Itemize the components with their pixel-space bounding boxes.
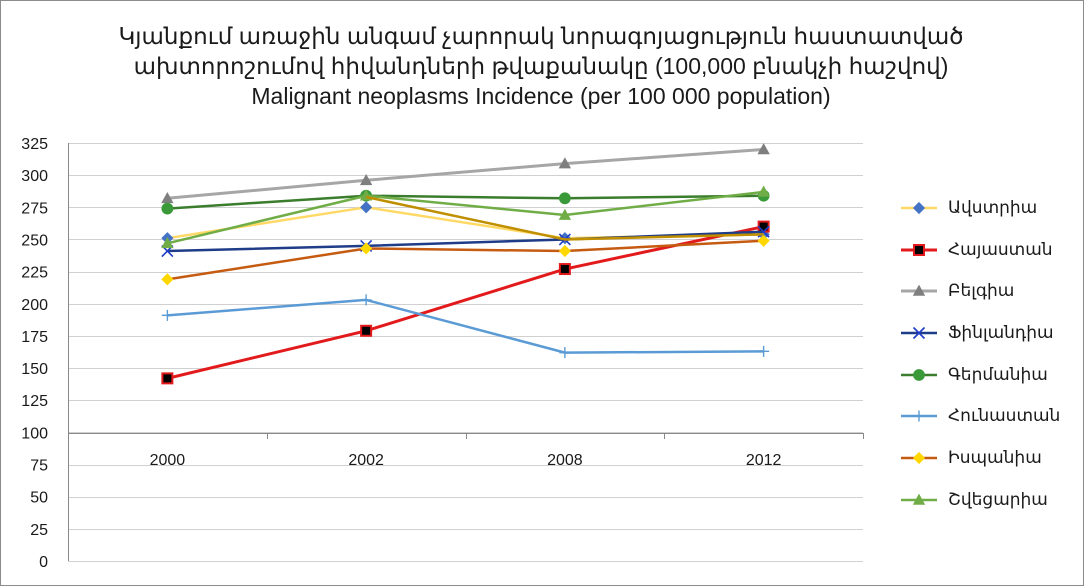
legend-label: Ավստրիա — [948, 197, 1038, 217]
legend-item: Բելգիա — [899, 270, 1079, 312]
series-7 — [161, 185, 770, 249]
legend-item: Ավստրիա — [899, 187, 1079, 229]
chart-title-line-3: Malignant neoplasms Incidence (per 100 0… — [251, 83, 831, 109]
series-line — [167, 194, 764, 210]
legend-label: Ֆինլանդիա — [948, 322, 1054, 342]
data-point — [161, 202, 174, 215]
series-line — [167, 225, 764, 380]
legend-swatch — [901, 410, 937, 422]
data-point — [360, 324, 373, 337]
legend-swatch — [901, 201, 937, 214]
series-5 — [161, 294, 770, 359]
x-tick-label: 2012 — [746, 452, 782, 469]
legend-item: Շվեցարիա — [899, 479, 1079, 521]
data-point — [558, 263, 571, 276]
legend-item: Հունաստան — [899, 395, 1079, 437]
data-point — [161, 273, 174, 286]
chart-legend: Ավստրիա Հայաստան Բելգիա Ֆինլանդիա Գերմանիա Հո… — [899, 187, 1079, 521]
series-line — [167, 190, 764, 245]
data-point — [558, 244, 571, 258]
y-tick-label: 275 — [21, 200, 48, 217]
y-tick-label: 325 — [21, 136, 48, 153]
legend-marker — [912, 201, 926, 214]
legend-marker — [912, 284, 926, 297]
chart-title: Կյանքում առաջին անգամ չարորակ նորագոյացո… — [61, 21, 1021, 111]
legend-marker — [912, 493, 926, 505]
y-tick-label: 175 — [21, 329, 48, 346]
data-point — [161, 372, 174, 385]
legend-swatch — [901, 368, 937, 381]
legend-swatch — [901, 326, 937, 339]
y-tick-label: 300 — [21, 168, 48, 185]
legend-swatch — [901, 493, 937, 505]
y-tick-label: 75 — [30, 458, 48, 475]
legend-label: Հունաստան — [948, 406, 1061, 426]
legend-label: Շվեցարիա — [948, 489, 1048, 509]
data-point — [360, 242, 373, 255]
series-line — [167, 147, 764, 200]
data-point — [360, 294, 372, 306]
legend-item: Հայաստան — [899, 229, 1079, 271]
data-point — [757, 234, 770, 247]
legend-swatch — [901, 243, 937, 256]
legend-item: Իսպանիա — [899, 437, 1079, 479]
legend-marker — [913, 243, 925, 256]
gridlines — [68, 143, 863, 562]
chart-title-line-1: Կյանքում առաջին անգամ չարորակ նորագոյացո… — [118, 23, 964, 49]
series-line — [167, 230, 764, 253]
legend-item: Գերմանիա — [899, 354, 1079, 396]
y-tick-label: 125 — [21, 393, 48, 410]
x-tick-label: 2008 — [547, 452, 583, 469]
series-line — [167, 298, 764, 354]
y-tick-label: 225 — [21, 265, 48, 282]
data-point — [360, 201, 373, 214]
data-point — [558, 192, 571, 205]
data-point — [558, 157, 572, 169]
y-tick-label: 100 — [21, 425, 48, 442]
legend-item: Ֆինլանդիա — [899, 312, 1079, 354]
series-2 — [161, 143, 770, 204]
series-8 — [365, 195, 764, 241]
data-point — [758, 345, 770, 357]
x-tick-label: 2002 — [348, 452, 384, 469]
y-tick-label: 25 — [30, 522, 48, 539]
data-point — [161, 309, 173, 321]
series-line — [167, 239, 764, 281]
legend-swatch — [901, 284, 937, 297]
data-point — [161, 236, 174, 249]
series-line — [365, 195, 764, 241]
x-tick-label: 2000 — [150, 452, 186, 469]
legend-label: Բելգիա — [948, 281, 1015, 301]
data-point — [559, 347, 571, 359]
data-point — [757, 185, 770, 197]
y-tick-label: 0 — [39, 554, 48, 571]
series-3 — [161, 225, 770, 258]
legend-swatch — [901, 451, 937, 465]
legend-marker — [912, 326, 926, 339]
legend-label: Հայաստան — [948, 239, 1053, 259]
data-point — [757, 143, 770, 155]
legend-marker — [912, 451, 926, 465]
y-tick-label: 200 — [21, 297, 48, 314]
series-6 — [161, 234, 770, 286]
data-point — [359, 173, 373, 186]
legend-marker — [913, 410, 925, 422]
y-tick-label: 250 — [21, 232, 48, 249]
legend-label: Գերմանիա — [948, 364, 1048, 384]
y-tick-label: 50 — [30, 490, 48, 507]
legend-label: Իսպանիա — [948, 447, 1042, 467]
data-point — [757, 220, 770, 233]
chart-title-line-2: ախտորոշումով հիվանդների թվաքանակը (100,0… — [133, 53, 949, 79]
y-tick-label: 150 — [21, 361, 48, 378]
data-point — [558, 208, 572, 220]
legend-marker — [913, 368, 925, 381]
series-4 — [161, 189, 770, 215]
